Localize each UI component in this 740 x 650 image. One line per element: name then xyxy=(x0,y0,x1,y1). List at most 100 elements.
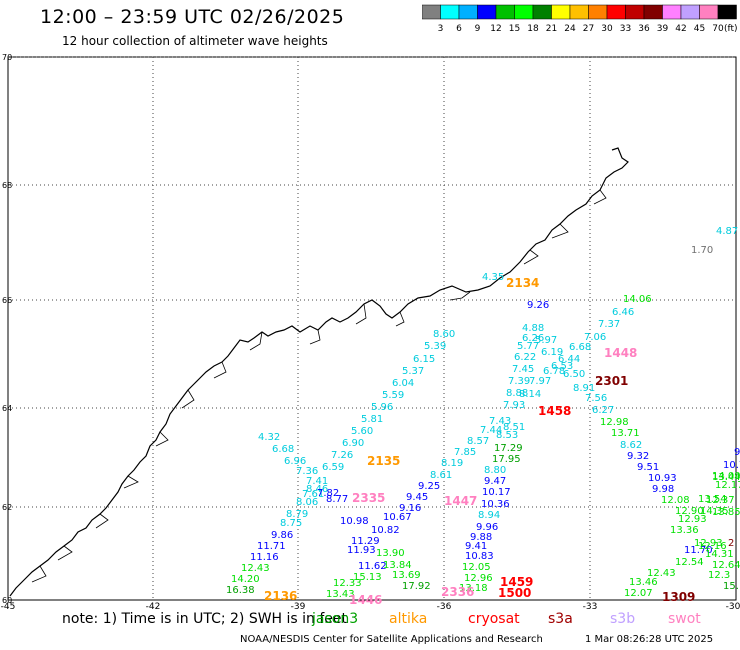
scale-swatch xyxy=(551,4,571,20)
wave-height-value: 13.18 xyxy=(459,583,488,594)
scale-unit: (ft) xyxy=(724,24,738,34)
wave-height-value: 9.25 xyxy=(418,481,441,492)
lat-tick-label: 62 xyxy=(2,503,12,512)
wave-height-value: 8.62 xyxy=(620,440,643,451)
wave-height-value: 14.09 xyxy=(712,471,740,482)
wave-height-value: 5.59 xyxy=(382,390,405,401)
wave-height-value: 10.82 xyxy=(371,525,400,536)
wave-height-value: 7.61 xyxy=(302,489,325,500)
wave-height-value: 12.3 xyxy=(708,570,731,581)
wave-height-value: 4.88 xyxy=(522,323,545,334)
scale-tick-label: 30 xyxy=(601,24,613,34)
wave-height-value: 12.43 xyxy=(647,568,676,579)
wave-height-value: 7.44 xyxy=(480,425,503,436)
scale-tick-label: 3 xyxy=(438,24,444,34)
lon-tick-label: -30 xyxy=(726,602,740,612)
scale-swatch xyxy=(643,4,663,20)
wave-height-value: 10.7 xyxy=(723,460,740,471)
scale-tick-label: 36 xyxy=(638,24,650,34)
satellite-legend-s3b: s3b xyxy=(610,611,636,627)
wave-height-value: 8.46 xyxy=(306,484,329,495)
wave-height-value: 15.13 xyxy=(353,572,382,583)
wave-height-value: 6.68 xyxy=(272,444,295,455)
wave-height-value: 5.60 xyxy=(351,426,374,437)
wave-height-value: 8.91 xyxy=(573,383,596,394)
pass-time-label: 1446 xyxy=(349,593,383,607)
scale-swatch xyxy=(717,4,737,20)
scale-swatch xyxy=(458,4,478,20)
wave-height-value: 8.61 xyxy=(430,470,453,481)
wave-height-value: 11.29 xyxy=(351,536,380,547)
wave-height-value: 17.92 xyxy=(402,581,431,592)
wave-height-value: 9.98 xyxy=(652,484,675,495)
wave-height-value: 6.90 xyxy=(342,438,365,449)
wave-height-value: 6.53 xyxy=(551,361,574,372)
graticule xyxy=(8,56,736,600)
wave-height-value: 9.45 xyxy=(406,492,429,503)
wave-height-value: 12.64 xyxy=(712,560,740,571)
scale-tick-label: 70 xyxy=(712,24,724,34)
pass-time-label: 1309 xyxy=(662,590,696,604)
wave-height-value: 6.44 xyxy=(558,354,581,365)
scale-tick-label: 33 xyxy=(620,24,631,34)
wave-height-value: 10.93 xyxy=(648,473,677,484)
lat-tick-label: 70 xyxy=(2,53,12,62)
wave-height-value: 7.06 xyxy=(584,332,607,343)
page-subtitle: 12 hour collection of altimeter wave hei… xyxy=(62,34,328,48)
wave-height-value: 13.90 xyxy=(376,548,405,559)
wave-height-value: 11.70 xyxy=(684,545,713,556)
wave-height-value: 14.31 xyxy=(705,549,734,560)
wave-height-value: 9.47 xyxy=(484,476,507,487)
generated-timestamp: 1 Mar 08:26:28 UTC 2025 xyxy=(585,634,714,645)
wave-height-value: 2 xyxy=(728,538,735,549)
wave-height-value: 6.96 xyxy=(284,456,307,467)
wave-height-value: 6.15 xyxy=(413,354,436,365)
wave-height-value: 7.82 xyxy=(317,488,340,499)
wave-height-value: 8.94 xyxy=(478,510,501,521)
wave-height-value: 8.77 xyxy=(326,494,349,505)
wave-height-value: 8.06 xyxy=(296,497,319,508)
wave-height-value: 9.96 xyxy=(476,522,499,533)
scale-swatch xyxy=(532,4,552,20)
wave-height-value: 12.08 xyxy=(661,495,690,506)
wave-height-value: 6.04 xyxy=(392,378,415,389)
wave-height-value: 14.35 xyxy=(700,506,729,517)
lat-tick-label: 66 xyxy=(2,296,12,305)
wave-height-value: 8.14 xyxy=(519,389,542,400)
satellite-legend-swot: swot xyxy=(668,611,701,627)
pass-time-label: 2136 xyxy=(264,589,298,603)
wave-height-color-scale: 3 6 9 12 15 18 21 24 27 30 33 36 39 42 45 70 (ft) xyxy=(422,4,738,34)
wave-height-value: 12.93 xyxy=(694,538,723,549)
satellite-legend-jason3: jason3 xyxy=(312,611,359,627)
scale-tick-label: 39 xyxy=(657,24,669,34)
wave-height-value: 6.26 xyxy=(522,333,545,344)
wave-height-value: 13.84 xyxy=(383,560,412,571)
pass-time-label: 2336 xyxy=(441,585,475,599)
wave-height-value: 6.50 xyxy=(563,369,586,380)
wave-height-value: 7.45 xyxy=(512,364,535,375)
wave-height-value: 13.54 xyxy=(698,494,727,505)
wave-height-value: 7.93 xyxy=(503,400,526,411)
pass-time-label: 2335 xyxy=(352,491,386,505)
wave-height-value: 9.88 xyxy=(470,532,493,543)
wave-height-value: 8.75 xyxy=(280,518,303,529)
wave-height-value: 5.77 xyxy=(517,341,540,352)
scale-swatch xyxy=(680,4,700,20)
wave-height-value: 13.46 xyxy=(629,577,658,588)
wave-height-value: 16.38 xyxy=(226,585,255,596)
wave-height-value: 7.37 xyxy=(598,319,621,330)
wave-height-value: 11.71 xyxy=(257,541,286,552)
pass-time-label: 1447 xyxy=(444,494,478,508)
lat-tick-label: 60 xyxy=(2,596,12,605)
wave-height-value: 8.19 xyxy=(441,458,464,469)
wave-height-value: 7.97 xyxy=(529,376,552,387)
wave-height-value: 4.32 xyxy=(258,432,281,443)
wave-height-value: 5.81 xyxy=(361,414,384,425)
wave-height-value: 7.56 xyxy=(585,393,608,404)
lon-tick-label: -45 xyxy=(1,602,16,612)
satellite-legend-altika: altika xyxy=(389,611,428,627)
wave-height-value: 13.44 xyxy=(712,472,740,483)
pass-time-label: 1459 xyxy=(500,575,534,589)
scale-tick-label: 24 xyxy=(564,24,576,34)
wave-height-value: 11.93 xyxy=(347,545,376,556)
